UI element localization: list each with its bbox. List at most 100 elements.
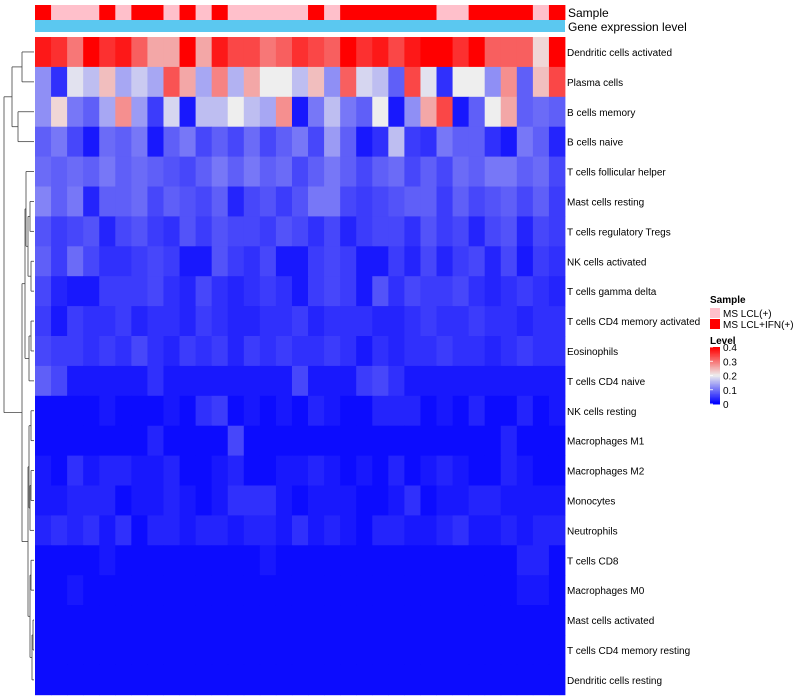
heatmap-cell [308, 515, 325, 546]
heatmap-cell [259, 126, 277, 157]
heatmap-cell [67, 66, 84, 98]
heatmap-cell [324, 336, 341, 367]
heatmap-cell [452, 605, 470, 636]
heatmap-cell [452, 216, 470, 247]
sample-annotation-cell [243, 5, 261, 20]
heatmap-cell [356, 575, 373, 606]
legend-colorbar-segment [710, 394, 720, 396]
heatmap-cell [436, 455, 453, 486]
heatmap-cell [131, 186, 148, 217]
heatmap-cell [468, 186, 486, 217]
heatmap-cell [163, 605, 180, 636]
heatmap-cell [468, 515, 486, 546]
heatmap-cell [147, 186, 164, 217]
legend-colorbar-segment [710, 395, 720, 398]
heatmap-cell [372, 575, 389, 606]
heatmap-cell [259, 186, 277, 217]
heatmap-cell [211, 485, 229, 516]
heatmap-cell [308, 156, 325, 187]
heatmap-cell [452, 186, 470, 217]
heatmap-cell [67, 96, 84, 128]
legend-sample-swatch [710, 308, 720, 318]
heatmap-cell [420, 395, 437, 427]
heatmap-cell [516, 485, 534, 516]
heatmap-cell [500, 246, 518, 277]
heatmap-cell [548, 336, 566, 367]
heatmap-cell [227, 575, 245, 606]
heatmap-cell [51, 246, 68, 277]
heatmap-cell [436, 545, 453, 576]
heatmap-cell [51, 365, 68, 397]
legend-sample-label: MS LCL+IFN(+) [723, 320, 794, 331]
heatmap-cell [436, 216, 453, 247]
heatmap-cell [372, 276, 389, 307]
heatmap-cell [324, 545, 341, 576]
heatmap-cell [99, 664, 116, 696]
heatmap-cell [227, 126, 245, 157]
heatmap-cell [388, 66, 405, 98]
heatmap-cell [227, 37, 245, 68]
heatmap-cell [516, 395, 534, 427]
heatmap-cell [500, 276, 518, 307]
heatmap-cell [35, 664, 52, 696]
heatmap-cell [500, 455, 518, 486]
heatmap-cell [404, 605, 421, 636]
heatmap-cell [340, 635, 357, 666]
heatmap-cell [131, 455, 148, 486]
heatmap-cell [340, 485, 357, 516]
heatmap-cell [179, 664, 197, 696]
heatmap-cell [99, 395, 116, 427]
heatmap-cell [259, 216, 277, 247]
heatmap-cell [404, 246, 421, 277]
sample-annotation-cell [67, 5, 84, 20]
heatmap-cell [291, 156, 309, 187]
heatmap-cell [243, 425, 261, 456]
heatmap-cell [356, 425, 373, 456]
heatmap-cell [388, 515, 405, 546]
heatmap-cell [548, 216, 566, 247]
heatmap-cell [388, 455, 405, 486]
heatmap-cell [243, 37, 261, 68]
heatmap-cell [516, 635, 534, 666]
heatmap-cell [291, 306, 309, 337]
heatmap-cell [420, 156, 437, 187]
heatmap-cell [35, 216, 52, 247]
heatmap-cell [99, 66, 116, 98]
annotation-label-gene-expression: Gene expression level [568, 20, 687, 34]
heatmap-cell [500, 575, 518, 606]
heatmap-cell [500, 96, 518, 128]
heatmap-cell [404, 635, 421, 666]
heatmap-cell [436, 246, 453, 277]
heatmap-cell [308, 605, 325, 636]
heatmap-cell [516, 66, 534, 98]
heatmap-cell [115, 605, 132, 636]
heatmap-cell [340, 455, 357, 486]
heatmap-cell [243, 216, 261, 247]
heatmap-cell [163, 575, 180, 606]
heatmap-cell [147, 515, 164, 546]
sample-annotation-cell [324, 5, 341, 20]
heatmap-cell [308, 246, 325, 277]
heatmap-cell [211, 635, 229, 666]
heatmap-cell [532, 336, 550, 367]
heatmap-cell [340, 186, 357, 217]
heatmap-cell [131, 156, 148, 187]
heatmap-cell [147, 485, 164, 516]
heatmap-cell [500, 306, 518, 337]
heatmap-cell [308, 365, 325, 397]
heatmap-cell [147, 156, 164, 187]
heatmap-cell [211, 515, 229, 546]
sample-annotation-cell [131, 5, 148, 20]
heatmap-cell [115, 37, 132, 68]
heatmap-cell [548, 635, 566, 666]
heatmap-cell [67, 156, 84, 187]
heatmap-cell [51, 485, 68, 516]
heatmap-cell [259, 635, 277, 666]
legend-colorbar-segment [710, 361, 720, 364]
heatmap-cell [356, 156, 373, 187]
heatmap-cell [195, 96, 213, 128]
legend-colorbar-segment [710, 399, 720, 402]
heatmap-cell [211, 664, 229, 696]
heatmap-cell [227, 664, 245, 696]
heatmap-cell [99, 96, 116, 128]
